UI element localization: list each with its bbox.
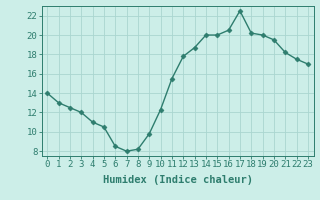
X-axis label: Humidex (Indice chaleur): Humidex (Indice chaleur) [103, 175, 252, 185]
